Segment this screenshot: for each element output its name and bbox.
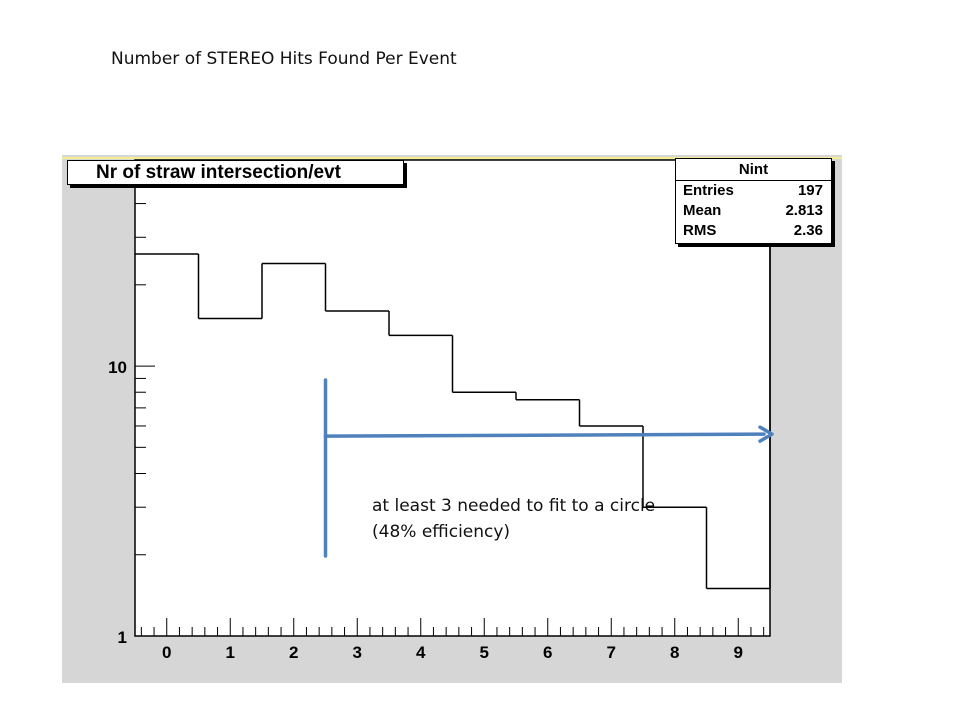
x-tick-label: 0 — [162, 643, 171, 662]
x-axis-tick-labels: 0 1 2 3 4 5 6 7 8 9 — [162, 643, 743, 662]
histogram-bin — [705, 507, 770, 590]
stats-row-entries: Entries 197 — [676, 181, 831, 201]
stats-box-name: Nint — [676, 159, 831, 181]
x-tick-label: 6 — [543, 643, 552, 662]
x-axis-ticks — [140, 618, 765, 636]
y-axis-tick-labels: 1 10 — [108, 358, 127, 647]
annotation-line-2: (48% efficiency) — [372, 522, 511, 542]
histogram-bin — [578, 399, 643, 427]
stats-label: Entries — [683, 182, 734, 199]
stats-value: 2.36 — [793, 222, 823, 239]
histogram-bin — [261, 262, 326, 319]
x-tick-label: 9 — [734, 643, 743, 662]
annotation-text: at least 3 needed to fit to a circle (48… — [372, 493, 655, 545]
x-tick-label: 2 — [289, 643, 298, 662]
threshold-marker — [323, 378, 774, 558]
histogram-overflow-bin — [769, 194, 834, 589]
histogram-bin — [324, 263, 389, 312]
y-tick-label: 10 — [108, 358, 127, 377]
x-tick-label: 5 — [480, 643, 489, 662]
histogram-title: Nr of straw intersection/evt — [96, 162, 341, 183]
frame-highlight-line — [62, 157, 842, 159]
histogram-title-box: Nr of straw intersection/evt — [67, 160, 404, 185]
histogram-bin — [515, 392, 580, 401]
histogram-bin — [197, 254, 262, 320]
histogram-bin — [451, 335, 516, 393]
stats-box: Nint Entries 197 Mean 2.813 RMS 2.36 — [675, 158, 832, 244]
stats-value: 197 — [797, 182, 823, 199]
x-tick-label: 3 — [353, 643, 362, 662]
plot-area — [134, 159, 771, 637]
x-tick-label: 1 — [226, 643, 235, 662]
stats-label: RMS — [683, 222, 717, 239]
threshold-arrow-shaft — [323, 432, 766, 438]
x-tick-label: 8 — [670, 643, 679, 662]
annotation-line-1: at least 3 needed to fit to a circle — [372, 496, 656, 516]
threshold-arrow-head — [758, 425, 774, 443]
slide-title: Number of STEREO Hits Found Per Event — [111, 49, 457, 69]
x-tick-label: 4 — [416, 643, 426, 662]
stats-value: 2.813 — [785, 202, 823, 219]
stats-label: Mean — [683, 202, 722, 219]
x-tick-label: 7 — [607, 643, 616, 662]
histogram-bin — [388, 310, 453, 337]
y-axis-ticks — [135, 176, 155, 637]
stats-row-rms: RMS 2.36 — [676, 221, 831, 241]
histogram-bin — [642, 425, 707, 508]
stats-row-mean: Mean 2.813 — [676, 201, 831, 221]
y-tick-label: 1 — [118, 628, 127, 647]
